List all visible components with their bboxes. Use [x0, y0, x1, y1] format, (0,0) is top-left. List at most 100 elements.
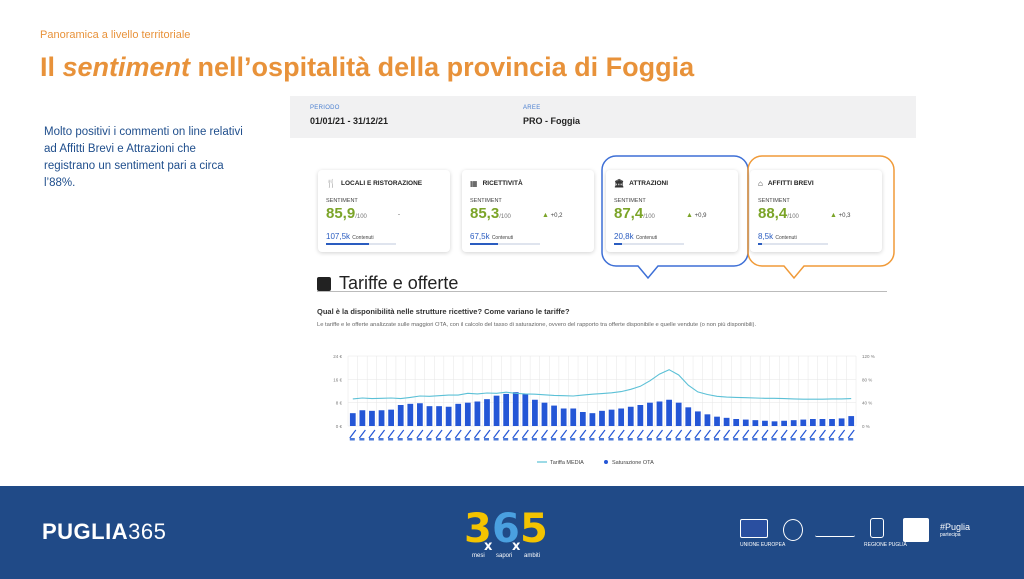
section-question: Qual è la disponibilità nelle strutture … [317, 307, 570, 316]
saturation-bar [589, 413, 596, 426]
x-tick-mark [397, 429, 405, 439]
saturation-bar [503, 393, 510, 426]
up-arrow-icon: ▲ [830, 212, 837, 219]
x-tick-mark [829, 438, 835, 441]
card-locali-ristorazione[interactable]: 🍴 LOCALI E RISTORAZIONE SENTIMENT 85,9/10… [318, 170, 450, 252]
saturation-bar [493, 395, 500, 426]
x-tick-mark [646, 438, 652, 441]
saturation-bar [436, 406, 442, 426]
x-tick-mark [531, 438, 537, 441]
x-tick-mark [608, 438, 614, 441]
saturation-bar [551, 405, 557, 426]
card-progress [758, 243, 828, 245]
x-tick-mark [569, 429, 577, 439]
x-tick-mark [426, 438, 432, 441]
saturation-bar [512, 392, 519, 426]
card-delta: - [398, 212, 400, 218]
x-tick-mark [599, 438, 604, 441]
eu-caption: UNIONE EUROPEA [740, 542, 786, 548]
legend-dot-swatch [604, 460, 608, 464]
house-icon: ⌂ [758, 179, 763, 188]
x-tick-mark [771, 429, 779, 439]
x-tick-mark [781, 438, 787, 441]
x-tick-mark [818, 429, 826, 439]
x-tick-mark [454, 429, 462, 439]
section-divider [317, 291, 887, 292]
slide-kicker: Panoramica a livello territoriale [40, 29, 191, 41]
x-tick-mark [800, 438, 806, 441]
x-tick-mark [521, 429, 529, 439]
x-tick-mark [780, 429, 788, 439]
card-progress [614, 243, 684, 245]
x-tick-mark [349, 429, 357, 439]
card-sentiment-value: 85,3/100 [470, 205, 511, 222]
period-filter[interactable]: PERIODO 01/01/21 - 31/12/21 [310, 105, 388, 126]
x-tick-mark [579, 438, 585, 441]
tariffa-media-line [352, 369, 852, 400]
x-tick-mark [675, 438, 681, 441]
y-tick-label-right: 120 % [862, 354, 875, 359]
dashboard-screenshot: PERIODO 01/01/21 - 31/12/21 AREE PRO - F… [290, 96, 916, 471]
x-tick-mark [531, 429, 539, 439]
x-tick-mark [694, 429, 702, 439]
card-sentiment-value: 87,4/100 [614, 205, 655, 222]
x-tick-mark [714, 438, 720, 441]
x-tick-mark [368, 429, 376, 439]
saturation-bar [781, 420, 787, 426]
x-tick-mark [349, 438, 355, 441]
saturation-bar [694, 411, 701, 426]
saturation-bar [637, 405, 644, 426]
card-affitti-brevi[interactable]: ⌂ AFFITTI BREVI SENTIMENT 88,4/100 ▲ +0,3… [750, 170, 882, 252]
saturation-bar [800, 419, 807, 426]
tariffe-chart: 24 € 120 % 16 € 80 % 8 € 40 % 0 € 0 % Tariffa ME… [333, 354, 875, 466]
saturation-bar [714, 416, 720, 426]
saturation-bar [359, 410, 366, 426]
x-tick-mark [579, 429, 587, 439]
x-tick-mark [742, 438, 748, 441]
card-ricettivita[interactable]: ▦ RICETTIVITÀ SENTIMENT 85,3/100 ▲ +0,2 6… [462, 170, 594, 252]
x-tick-mark [397, 438, 403, 441]
x-tick-mark [703, 429, 711, 439]
logo-365: 3 6 5 x x [464, 506, 548, 554]
card-delta: ▲ +0,3 [830, 212, 851, 219]
x-tick-mark [473, 429, 481, 439]
saturation-bar [656, 401, 663, 426]
attrazioni-highlight [601, 155, 749, 280]
x-tick-mark [483, 429, 491, 439]
filter-bar: PERIODO 01/01/21 - 31/12/21 AREE PRO - F… [290, 96, 916, 138]
x-tick-mark [445, 429, 453, 439]
card-progress [470, 243, 540, 245]
x-tick-mark [435, 429, 443, 439]
highlight-bubbles [601, 155, 895, 280]
x-tick-mark [694, 438, 700, 441]
x-tick-mark [388, 438, 394, 441]
saturation-bar [790, 420, 797, 426]
x-tick-mark [425, 429, 433, 439]
card-attrazioni[interactable]: 🏛 ATTRAZIONI SENTIMENT 87,4/100 ▲ +0,9 20… [606, 170, 738, 252]
x-tick-mark [847, 429, 855, 439]
y-tick-label-right: 0 % [862, 424, 870, 429]
x-tick-mark [483, 438, 489, 441]
hashtag-puglia-partecipa: #Puglia partecipa [940, 522, 971, 538]
x-tick-mark [656, 429, 663, 439]
x-tick-mark [627, 429, 635, 439]
card-count: 8,5k Contenuti [758, 232, 797, 241]
up-arrow-icon: ▲ [686, 212, 693, 219]
area-label: AREE [523, 105, 541, 111]
card-count: 67,5k Contenuti [470, 232, 514, 241]
x-tick-mark [493, 438, 499, 441]
saturation-bar [608, 409, 615, 426]
area-filter[interactable]: AREE PRO - Foggia [523, 105, 580, 126]
logo-digit-3: 3 [464, 506, 492, 552]
po-puglia-logo [815, 519, 855, 537]
eu-flag-icon [740, 519, 768, 538]
x-tick-mark [790, 438, 796, 441]
x-tick-mark [503, 438, 509, 441]
saturation-bar [570, 408, 577, 426]
x-tick-mark [436, 438, 442, 441]
fork-knife-icon: 🍴 [326, 179, 336, 188]
x-tick-mark [455, 438, 461, 441]
x-tick-mark [570, 438, 576, 441]
y-tick-label-left: 24 € [333, 354, 342, 359]
